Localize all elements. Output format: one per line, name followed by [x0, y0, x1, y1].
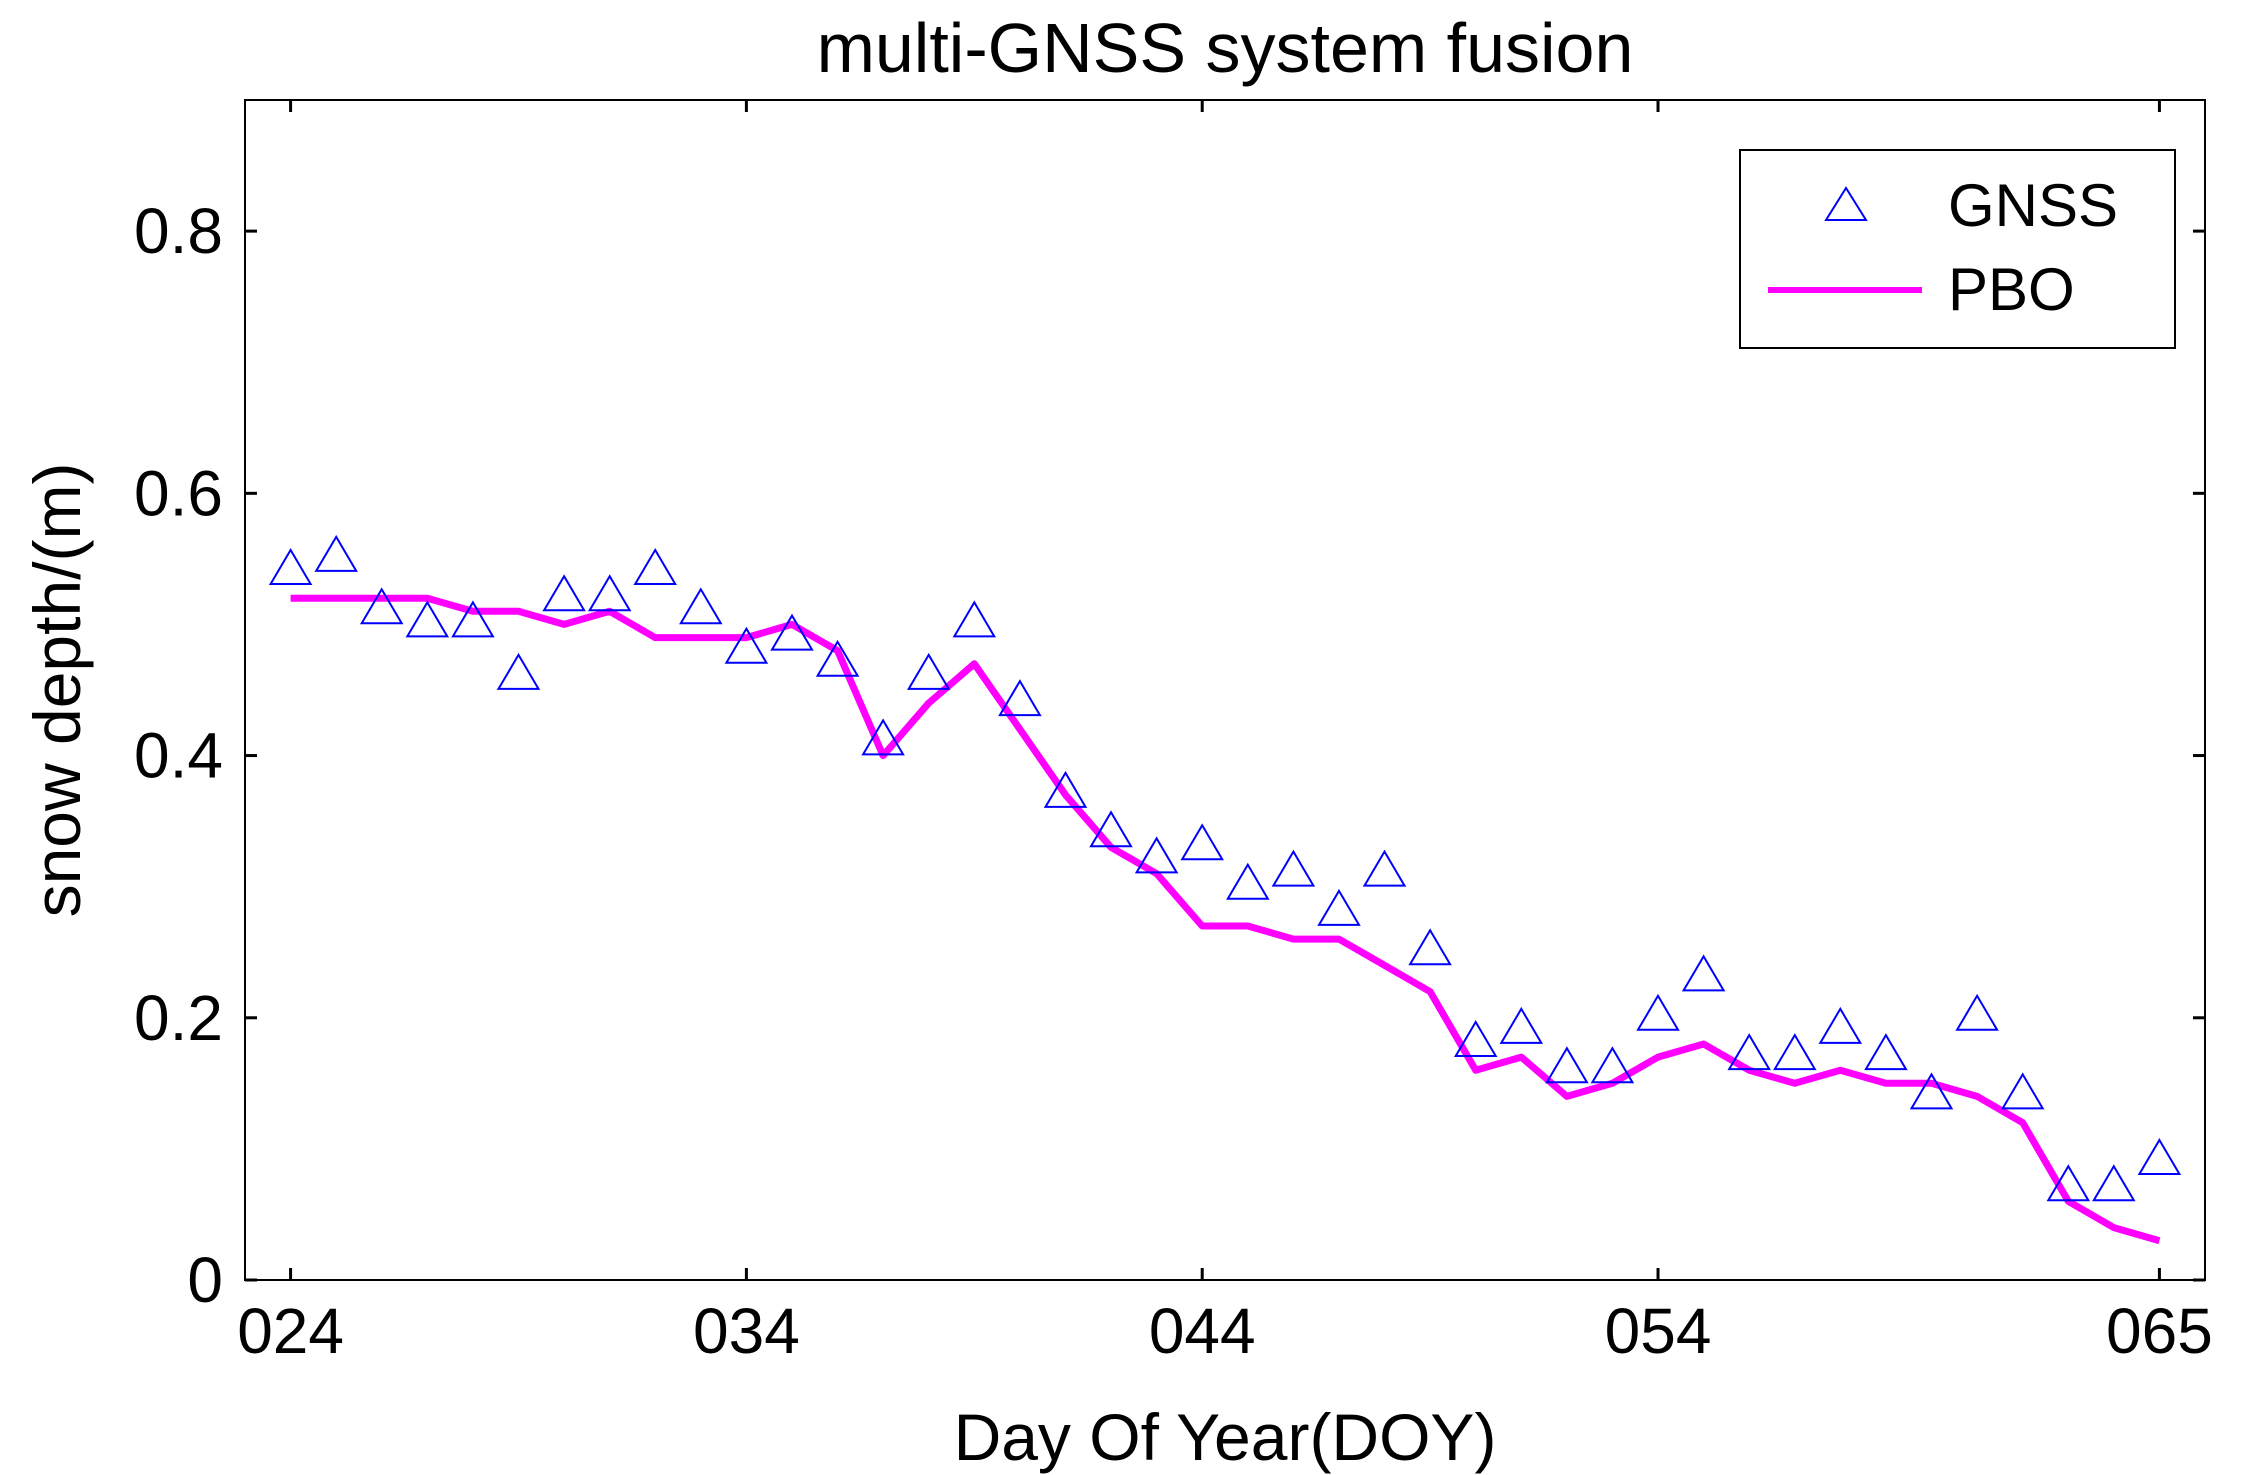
gnss-point: [1089, 810, 1133, 848]
gnss-point: [1317, 888, 1361, 926]
gnss-point: [815, 639, 860, 677]
y-tick-label: 0.4: [134, 720, 223, 792]
gnss-point: [2137, 1138, 2182, 1175]
gnss-point: [1362, 849, 1407, 887]
gnss-point: [587, 574, 632, 612]
gnss-point: [405, 600, 450, 638]
axis-ticks: [245, 100, 2205, 1282]
gnss-point: [1134, 836, 1179, 874]
gnss-point: [1681, 954, 1726, 992]
gnss-point: [633, 548, 677, 585]
gnss-point: [268, 548, 313, 585]
gnss-point: [542, 574, 586, 612]
gnss-point: [359, 587, 404, 625]
gnss-point: [998, 679, 1042, 717]
series-pbo-line: [290, 594, 2161, 1245]
x-tick-label: 034: [693, 1295, 800, 1367]
gnss-point: [1590, 1046, 1635, 1084]
gnss-point: [1773, 1033, 1817, 1071]
gnss-point: [496, 652, 541, 690]
y-tick-label: 0.6: [134, 457, 223, 529]
gnss-point: [1636, 993, 1680, 1031]
gnss-point: [1180, 823, 1224, 861]
x-tick-label: 024: [237, 1295, 344, 1367]
gnss-point: [952, 600, 997, 638]
gnss-point: [2000, 1072, 2045, 1110]
gnss-point: [2092, 1164, 2136, 1202]
legend-box: [1739, 149, 2176, 349]
chart-marks: [268, 534, 2182, 1245]
tick-labels: 024 034 044 054 065 0 0.2 0.4 0.6 0.8: [134, 195, 2213, 1367]
legend: GNSS PBO: [1739, 149, 2176, 349]
y-axis-label: snow depth/(m): [20, 463, 94, 918]
gnss-point: [314, 534, 358, 572]
legend-pbo-label: PBO: [1948, 256, 2075, 323]
gnss-point: [1043, 770, 1088, 808]
x-tick-label: 065: [2106, 1295, 2213, 1367]
x-axis-label: Day Of Year(DOY): [954, 1400, 1497, 1474]
gnss-point: [451, 600, 495, 638]
gnss-point: [1864, 1033, 1908, 1071]
gnss-point: [1408, 928, 1452, 966]
gnss-point: [906, 652, 951, 690]
legend-gnss-label: GNSS: [1948, 172, 2118, 239]
y-tick-label: 0: [187, 1244, 223, 1316]
y-tick-label: 0.8: [134, 195, 223, 267]
gnss-point: [1271, 849, 1316, 887]
gnss-point: [1909, 1072, 1954, 1110]
gnss-point: [1499, 1006, 1544, 1044]
x-tick-label: 054: [1605, 1295, 1712, 1367]
gnss-point: [724, 626, 769, 664]
gnss-point: [1818, 1006, 1863, 1044]
gnss-point: [770, 613, 814, 651]
gnss-point: [1453, 1020, 1498, 1057]
legend-gnss-triangle-icon: [1824, 186, 1868, 221]
gnss-point: [2046, 1164, 2091, 1202]
gnss-point: [861, 718, 905, 756]
chart-title: multi-GNSS system fusion: [817, 9, 1634, 87]
gnss-point: [1545, 1046, 1589, 1084]
gnss-point: [1955, 993, 1999, 1031]
gnss-point: [1727, 1033, 1771, 1071]
gnss-point: [1226, 862, 1270, 900]
y-tick-label: 0.2: [134, 982, 223, 1054]
x-tick-label: 044: [1149, 1295, 1256, 1367]
gnss-point: [679, 587, 723, 625]
